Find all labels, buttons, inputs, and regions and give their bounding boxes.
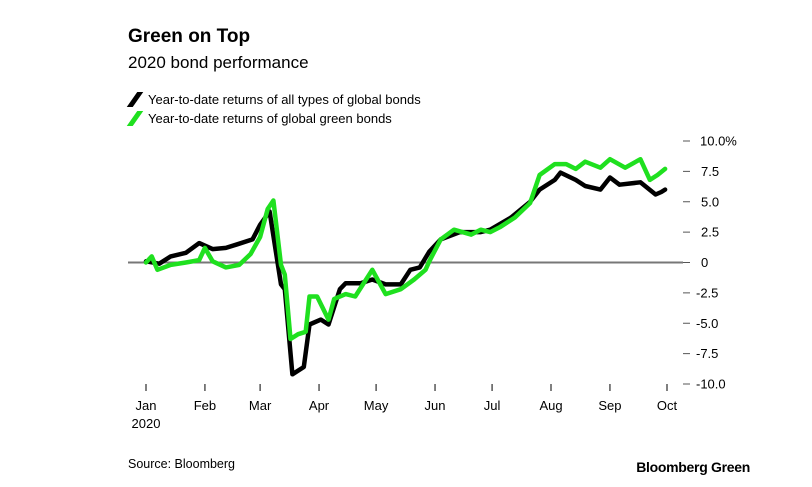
x-tick-label: Apr [309,398,330,413]
x-tick-label: Jun [425,398,446,413]
legend-item-all-bonds: Year-to-date returns of all types of glo… [126,92,421,107]
brand-logo: Bloomberg Green [636,459,750,475]
y-tick-label: 2.5 [701,225,719,240]
y-tick-label: 5.0 [701,194,719,209]
legend-label: Year-to-date returns of all types of glo… [148,92,421,107]
source-note: Source: Bloomberg [128,457,236,471]
y-tick-label: -5.0 [696,316,718,331]
chart-subtitle: 2020 bond performance [128,53,309,72]
x-tick-label: Feb [194,398,216,413]
x-year-label: 2020 [132,416,161,431]
y-tick-label: -10.0 [696,377,726,392]
x-tick-label: Sep [598,398,621,413]
y-tick-label: 7.5 [701,164,719,179]
x-tick-label: Oct [657,398,678,413]
x-tick-label: Mar [249,398,272,413]
legend-label: Year-to-date returns of global green bon… [148,111,392,126]
legend-item-green-bonds: Year-to-date returns of global green bon… [126,111,392,126]
y-tick-label: -7.5 [696,346,718,361]
series-line-green-bonds [143,156,668,342]
series-line-all-bonds [143,170,668,377]
x-tick-label: Jan [136,398,157,413]
x-tick-label: May [364,398,389,413]
x-tick-label: Jul [484,398,501,413]
y-tick-label: 0 [701,255,708,270]
x-tick-label: Aug [539,398,562,413]
y-tick-label: -2.5 [696,285,718,300]
y-tick-label: 10.0% [700,134,737,149]
chart-title: Green on Top [128,26,251,47]
